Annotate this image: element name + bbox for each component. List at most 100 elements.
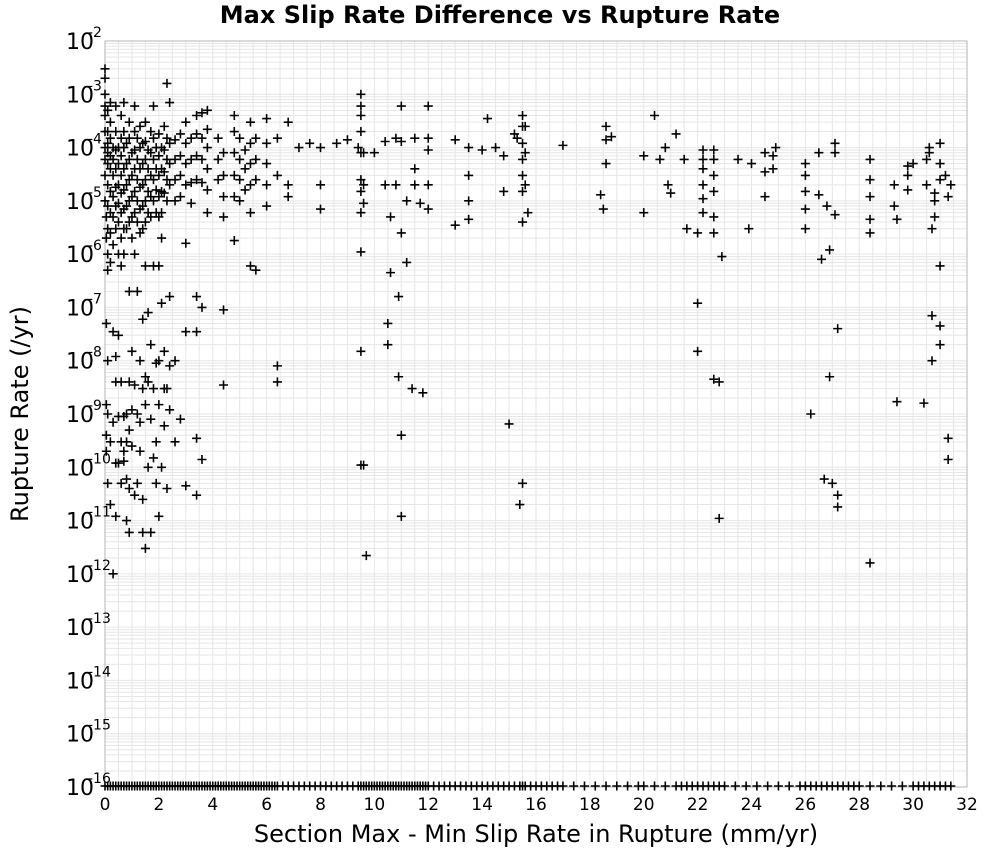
data-point	[698, 194, 708, 204]
data-point	[806, 409, 816, 419]
data-point	[402, 196, 412, 206]
data-point	[138, 527, 148, 537]
data-point	[105, 500, 115, 510]
data-point	[122, 180, 132, 190]
data-point	[650, 110, 660, 120]
data-point	[197, 454, 207, 464]
data-point	[197, 108, 207, 118]
data-point	[138, 384, 148, 394]
data-point	[108, 212, 118, 222]
grid-layer	[104, 41, 968, 788]
data-point	[122, 474, 132, 484]
data-point	[162, 483, 172, 493]
data-point	[157, 208, 167, 218]
data-point	[197, 178, 207, 188]
data-point	[140, 400, 150, 410]
data-point	[105, 117, 115, 127]
data-point	[245, 208, 255, 218]
data-point	[698, 180, 708, 190]
data-point	[655, 154, 665, 164]
y-tick-label: 10	[66, 456, 94, 481]
floor-data-point	[946, 781, 956, 791]
data-point	[606, 132, 616, 142]
data-point	[520, 121, 530, 131]
data-point	[316, 204, 325, 214]
data-point	[709, 145, 719, 155]
y-tick-exponent: -5	[88, 185, 102, 201]
data-point	[396, 101, 406, 111]
data-point	[148, 101, 158, 111]
floor-data-point	[639, 781, 649, 791]
y-tick-label: 10	[66, 350, 94, 375]
data-point	[935, 159, 945, 169]
data-point	[768, 164, 778, 174]
y-tick-exponent: -15	[88, 718, 111, 734]
data-point	[927, 356, 937, 366]
data-point	[105, 228, 115, 238]
x-tick-label: 22	[687, 795, 709, 815]
y-tick-exponent: -6	[88, 238, 102, 254]
data-point	[903, 170, 913, 180]
data-point	[148, 196, 158, 206]
data-point	[747, 159, 756, 169]
data-point	[132, 154, 142, 164]
floor-data-point	[569, 781, 579, 791]
data-point	[124, 154, 134, 164]
data-point	[814, 148, 824, 158]
data-point	[240, 145, 250, 155]
data-point	[671, 129, 681, 139]
data-point	[262, 201, 272, 211]
y-tick-label: 10	[66, 563, 94, 588]
data-point	[483, 114, 493, 124]
data-point	[113, 180, 123, 190]
x-tick-label: 32	[956, 795, 978, 815]
data-point	[518, 217, 528, 227]
data-point	[919, 398, 929, 408]
data-point	[316, 180, 325, 190]
data-point	[908, 159, 918, 169]
data-point	[148, 453, 158, 463]
data-point	[143, 186, 153, 196]
data-point	[380, 180, 390, 190]
data-point	[159, 188, 169, 198]
data-point	[103, 265, 113, 275]
floor-data-point	[773, 781, 783, 791]
data-point	[294, 143, 304, 153]
data-point	[733, 154, 743, 164]
data-point	[272, 133, 282, 143]
y-tick-label: 10	[66, 403, 94, 428]
data-point	[423, 145, 433, 155]
data-point	[162, 78, 172, 88]
x-tick-label: 26	[795, 795, 817, 815]
data-point	[423, 180, 433, 190]
data-point	[103, 409, 113, 419]
data-point	[105, 98, 115, 108]
data-point	[283, 192, 293, 202]
floor-data-point	[720, 781, 730, 791]
data-point	[800, 170, 810, 180]
data-point	[146, 527, 156, 537]
data-point	[262, 159, 272, 169]
data-point	[170, 154, 180, 164]
data-point	[800, 204, 810, 214]
data-point	[119, 185, 129, 195]
data-point	[865, 228, 875, 238]
data-point	[159, 121, 169, 131]
data-point	[245, 180, 255, 190]
data-point	[693, 346, 703, 356]
data-point	[464, 214, 474, 224]
data-point	[865, 175, 875, 185]
data-point	[122, 201, 132, 211]
data-point	[219, 305, 229, 315]
data-point	[108, 569, 118, 579]
data-point	[130, 186, 140, 196]
data-point	[132, 286, 142, 296]
data-point	[251, 154, 261, 164]
data-point	[935, 340, 945, 350]
data-point	[116, 261, 126, 271]
data-point	[165, 405, 175, 415]
data-point	[245, 117, 255, 127]
data-point	[130, 380, 140, 390]
data-point	[130, 101, 140, 111]
data-point	[744, 224, 754, 234]
